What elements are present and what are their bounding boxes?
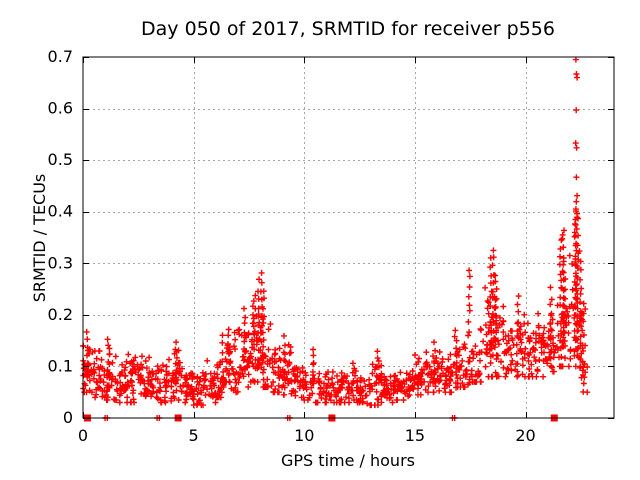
y-tick-label: 0.1	[48, 356, 73, 375]
plot-border	[82, 56, 615, 419]
y-tick-label: 0.4	[48, 202, 73, 221]
x-tick-label: 0	[78, 426, 88, 445]
tick-labels: 0 0.1 0.2 0.3 0.4 0.5 0.6 0.7 0 5 10 15 20	[48, 47, 536, 445]
x-tick-label: 5	[189, 426, 199, 445]
scatter-points-path	[80, 56, 591, 421]
x-axis-label: GPS time / hours	[281, 451, 415, 470]
chart-title: Day 050 of 2017, SRMTID for receiver p55…	[141, 18, 555, 40]
y-tick-label: 0.5	[48, 150, 73, 169]
y-tick-label: 0.2	[48, 305, 73, 324]
x-tick-label: 20	[515, 426, 535, 445]
x-tick-label: 15	[405, 426, 425, 445]
y-tick-label: 0	[63, 408, 73, 427]
y-tick-label: 0.6	[48, 99, 73, 118]
y-axis-label: SRMTID / TECUs	[30, 174, 49, 303]
y-tick-label: 0.3	[48, 253, 73, 272]
grid-lines	[83, 57, 614, 418]
x-tick-label: 10	[294, 426, 314, 445]
y-tick-label: 0.7	[48, 47, 73, 66]
